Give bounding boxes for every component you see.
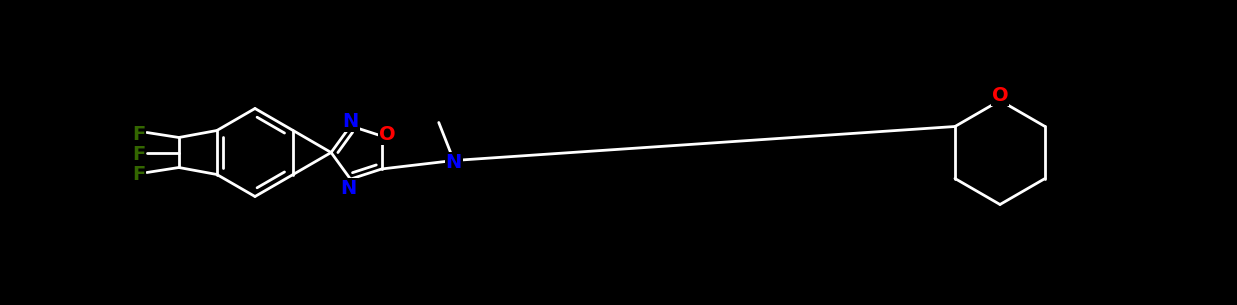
Text: N: N	[343, 112, 359, 131]
Text: F: F	[132, 145, 146, 164]
Text: N: N	[340, 179, 356, 198]
Text: N: N	[445, 153, 461, 172]
Text: O: O	[380, 124, 396, 144]
Text: O: O	[992, 86, 1008, 105]
Text: F: F	[132, 125, 146, 144]
Text: F: F	[132, 165, 146, 184]
